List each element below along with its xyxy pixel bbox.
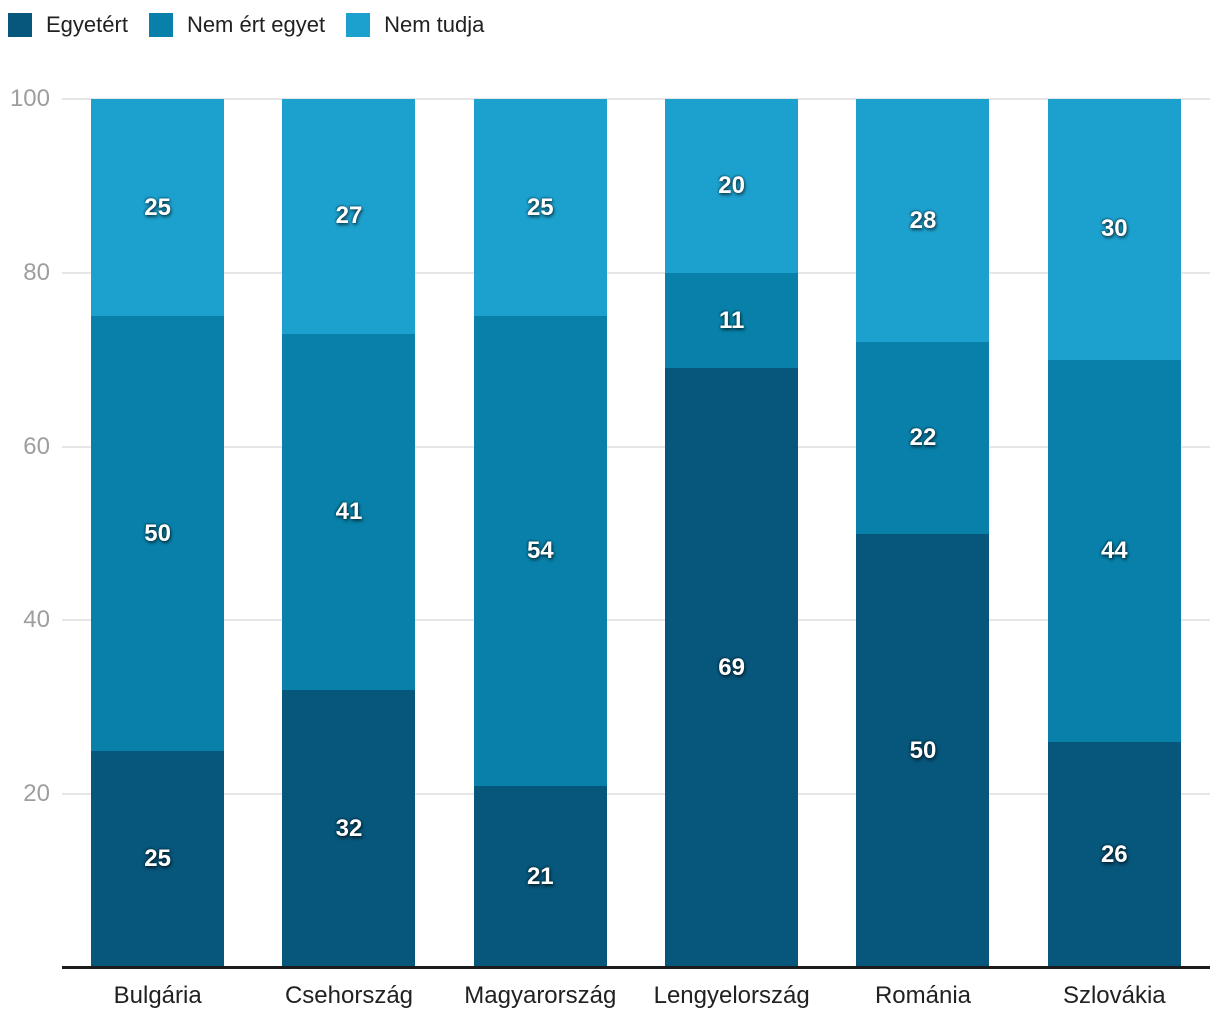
bar-segment[interactable]: 25 — [473, 99, 607, 317]
bar-segment[interactable]: 41 — [282, 333, 416, 690]
bar-value-label: 26 — [1100, 841, 1128, 869]
bar-segment[interactable]: 30 — [1047, 99, 1181, 360]
bars-container: 25 50 25 32 41 27 21 54 25 69 11 20 50 22 28 26 44 30 — [62, 99, 1210, 968]
bar-slot-románia: 50 22 28 — [827, 99, 1018, 968]
legend-item-2[interactable]: Nem ért egyet — [148, 12, 326, 37]
category-label-magyarország: Magyarország — [464, 982, 617, 1009]
bar-value-label: 27 — [335, 202, 363, 230]
gridline-40 — [62, 619, 1210, 622]
bar-value-label: 28 — [909, 206, 937, 234]
bar-value-label: 21 — [526, 862, 554, 890]
bar-slot-szlovákia: 26 44 30 — [1019, 99, 1210, 968]
legend-swatch-icon — [8, 13, 32, 37]
bar-segment[interactable]: 50 — [91, 316, 225, 751]
bar-segment[interactable]: 22 — [856, 342, 990, 534]
bar-segment[interactable]: 21 — [473, 785, 607, 968]
y-tick-label-60: 60 — [23, 432, 50, 460]
x-axis-category-labels: Bulgária Csehország Magyarország Lengyelors… — [62, 982, 1210, 1010]
bar-value-label: 50 — [144, 519, 171, 547]
bar-value-label: 54 — [526, 536, 554, 564]
bar-segment[interactable]: 54 — [473, 316, 607, 786]
bar-segment[interactable]: 27 — [282, 99, 416, 334]
gridline-80 — [62, 271, 1210, 274]
bar-slot-bulgária: 25 50 25 — [62, 99, 253, 968]
category-label-lengyelország: Lengyelország — [653, 982, 810, 1009]
y-tick-label-100: 100 — [9, 85, 50, 112]
stacked-bar-szlovákia: 26 44 30 — [1047, 99, 1181, 968]
bar-segment[interactable]: 50 — [856, 533, 990, 968]
bar-value-label: 25 — [526, 193, 554, 221]
stacked-bar-lengyelország: 69 11 20 — [665, 99, 799, 968]
bar-value-label: 30 — [1100, 215, 1128, 243]
bar-value-label: 25 — [144, 193, 171, 221]
y-axis-tick-labels: 20 40 60 80 100 — [0, 86, 50, 968]
y-tick-label-80: 80 — [23, 258, 50, 286]
bar-slot-csehország: 32 41 27 — [253, 99, 444, 968]
bar-segment[interactable]: 28 — [856, 99, 990, 343]
bar-value-label: 20 — [718, 171, 745, 199]
bar-segment[interactable]: 26 — [1047, 742, 1181, 968]
bar-value-label: 11 — [718, 306, 745, 334]
y-tick-label-20: 20 — [23, 780, 50, 808]
legend-item-label: Egyetért — [46, 12, 128, 37]
bar-segment[interactable]: 20 — [665, 99, 799, 273]
bar-value-label: 50 — [909, 736, 937, 764]
category-label-szlovákia: Szlovákia — [1062, 982, 1166, 1009]
category-label-csehország: Csehország — [284, 982, 414, 1009]
legend-item-label: Nem tudja — [384, 12, 485, 37]
legend-swatch-icon — [148, 13, 173, 37]
bar-value-label: 25 — [144, 845, 171, 873]
bar-slot-magyarország: 21 54 25 — [445, 99, 636, 968]
gridline-20 — [62, 793, 1210, 796]
legend-item-label: Nem ért egyet — [186, 12, 326, 37]
chart-legend: Egyetért Nem ért egyet Nem tudja — [8, 13, 505, 37]
gridline-100 — [62, 98, 1210, 100]
bar-value-label: 32 — [335, 814, 363, 842]
legend-item-3[interactable]: Nem tudja — [346, 13, 484, 37]
category-label-bulgária: Bulgária — [113, 982, 202, 1009]
bar-segment[interactable]: 25 — [91, 750, 225, 968]
stacked-bar-csehország: 32 41 27 — [282, 99, 416, 968]
bar-slot-lengyelország: 69 11 20 — [636, 99, 827, 968]
category-label-románia: Románia — [874, 982, 971, 1009]
bar-segment[interactable]: 44 — [1047, 359, 1181, 743]
legend-swatch-icon — [346, 13, 371, 37]
bar-segment[interactable]: 32 — [282, 689, 416, 968]
bar-segment[interactable]: 11 — [665, 272, 799, 369]
bar-value-label: 41 — [335, 497, 363, 525]
stacked-bar-románia: 50 22 28 — [856, 99, 990, 968]
plot-area: 25 50 25 32 41 27 21 54 25 69 11 20 50 22 28 26 44 30 — [62, 98, 1210, 968]
stacked-bar-magyarország: 21 54 25 — [473, 99, 607, 968]
legend-item-1[interactable]: Egyetért — [8, 13, 128, 37]
bar-segment[interactable]: 69 — [665, 368, 799, 968]
bar-segment[interactable]: 25 — [91, 99, 225, 317]
x-axis-line — [62, 966, 1210, 969]
bar-value-label: 44 — [1100, 536, 1128, 564]
bar-value-label: 22 — [909, 423, 937, 451]
stacked-bar-bulgária: 25 50 25 — [91, 99, 225, 968]
bar-value-label: 69 — [718, 654, 745, 682]
y-tick-label-40: 40 — [23, 606, 50, 634]
gridline-60 — [62, 445, 1210, 448]
